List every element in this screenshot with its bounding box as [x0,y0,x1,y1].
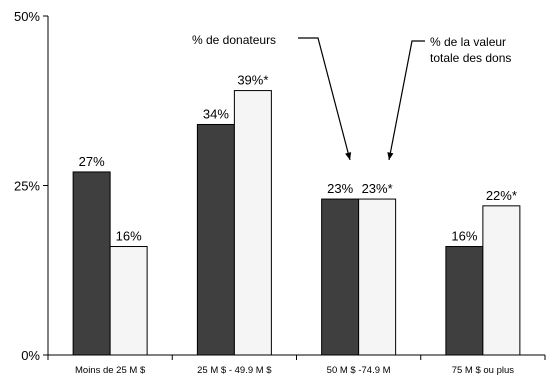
y-tick-label: 50% [14,9,40,24]
arrowhead-icon [345,152,352,160]
x-tick-label: 50 M $ -74.9 M [327,365,391,376]
bar-series-2-0 [109,246,148,356]
x-tick-label: 25 M $ - 49.9 M $ [197,365,272,376]
data-label: 23% [327,181,353,196]
annotation-text: totale des dons [430,51,511,65]
data-label: 34% [203,106,229,121]
annotation-text: % de donateurs [192,33,276,47]
data-label: 39%* [237,73,268,88]
x-tick-label: 75 M $ ou plus [452,365,515,376]
arrowhead-icon [387,152,394,160]
bar-series-2-3 [482,205,521,356]
annotations: % de donateurs % de la valeur totale des d… [192,33,511,161]
annotation-arrow [388,40,425,161]
y-tick-label: 25% [14,179,40,194]
data-label: 22%* [486,188,517,203]
bar-series-1-3 [445,246,484,356]
annotation-text: % de la valeur [430,35,506,49]
data-label: 16% [451,229,477,244]
x-tick-labels: Moins de 25 M $ 25 M $ - 49.9 M $ 50 M $ -… [75,365,514,376]
annotation-arrow [298,37,351,161]
data-labels: 27% 16% 34% 39%* 23% 23%* 16% 22%* [79,73,517,244]
data-label: 16% [116,229,142,244]
data-label: 27% [79,154,105,169]
x-tick-label: Moins de 25 M $ [75,365,146,376]
y-tick-label: 0% [21,348,40,363]
bar-series-1-0 [72,171,111,356]
bars [72,90,521,356]
y-tick-labels: 0% 25% 50% [14,9,40,363]
bar-series-2-1 [233,90,272,356]
data-label: 23%* [362,181,393,196]
bar-series-1-2 [321,198,360,356]
bar-series-2-2 [358,198,397,356]
bar-series-1-1 [196,123,235,356]
